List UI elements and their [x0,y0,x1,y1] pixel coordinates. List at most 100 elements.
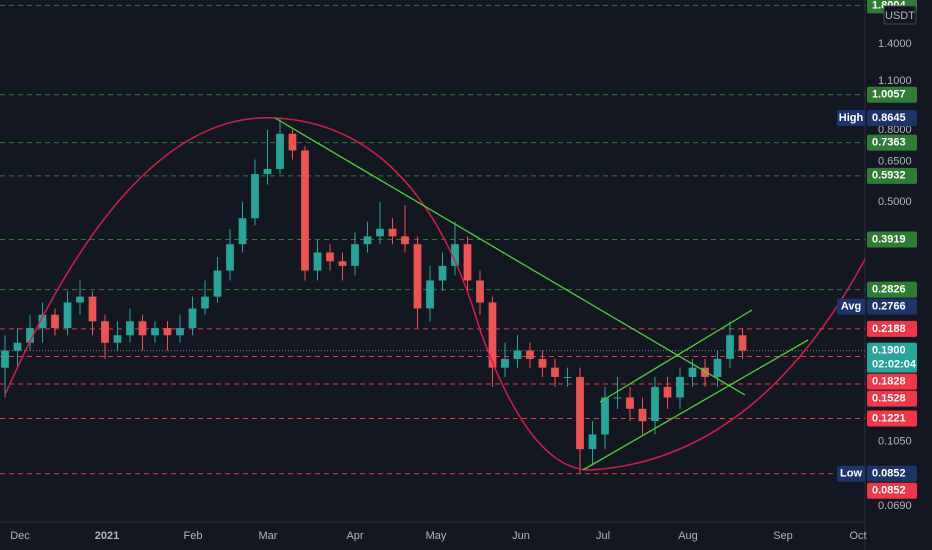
price-tag [867,410,917,427]
x-tick-label: Sep [773,530,793,542]
price-tag-label: 0.2766 [872,301,906,313]
level-tag [837,298,865,315]
candle-body [513,350,522,359]
x-tick-label: Feb [184,530,203,542]
candle-body [426,280,434,309]
candle-body [538,358,547,368]
candle-body [1,350,9,368]
y-tick-label: 1.1000 [878,75,912,87]
price-tag-label: 0.8645 [872,112,906,124]
y-tick-label: 0.5000 [878,196,912,208]
price-tag-label: 1.0057 [872,89,906,101]
drawings [4,117,865,471]
candle-body [626,397,634,409]
price-tag [867,320,917,337]
candle-body [563,376,572,378]
price-tag [867,167,917,184]
candle-body [388,228,397,237]
candle-body [351,244,359,266]
candle-body [226,244,234,271]
candle-body [526,350,534,359]
price-tag-label: 0.3919 [872,233,906,245]
candle-body [551,367,559,377]
countdown: 02:02:04 [872,358,917,370]
candle-body [676,376,684,398]
arc-drawing [4,117,865,471]
level-tag-label: Avg [841,301,861,313]
candle-body [213,270,222,297]
x-tick-label: May [426,530,447,542]
candle-body [701,367,709,377]
candle-body [51,314,59,329]
candle-body [201,296,209,309]
candle-body [338,261,347,266]
candle-body [713,358,722,377]
candle-body [326,252,334,262]
candle-body [88,296,97,322]
candle-body [76,296,84,303]
candle-body [188,308,197,329]
candle-body [313,252,322,271]
candle-body [63,302,72,329]
y-tick-label: 0.6500 [878,156,912,168]
level-tag-label: Low [840,468,862,480]
price-tag [867,465,917,482]
candle-body [726,335,734,359]
price-tag [867,298,917,315]
price-tags: 1.80041.00570.8645High0.73630.59320.3919… [837,0,917,499]
candle-body [501,358,509,368]
price-tag [867,342,917,373]
price-tag [867,86,917,103]
price-tag-label: 0.5932 [872,170,906,182]
candle-body [26,328,34,343]
price-tag-label: 0.1900 [872,344,906,356]
currency-box [883,5,917,25]
candle-body [263,169,272,175]
candle-body [101,321,109,343]
candle-body [38,314,47,329]
candle-body [363,236,372,245]
candle-body [638,408,647,422]
y-tick-label: 0.0690 [878,500,912,512]
candle-body [401,236,409,245]
candle-body [451,244,459,266]
candle-body [13,342,22,351]
x-tick-label: Mar [259,530,278,542]
y-tick-label: 0.1050 [878,436,912,448]
candle-body [376,228,384,237]
price-tag-label: 0.1221 [872,412,906,424]
candle-body [151,328,159,336]
candle-body [138,321,147,336]
x-tick-label: Dec [10,530,30,542]
price-tag-label: 0.1528 [872,392,906,404]
channel-line [599,309,753,403]
price-tag [867,231,917,248]
candle-body [651,386,659,422]
candle-body [413,244,422,309]
x-tick-label: Jun [512,530,530,542]
candle-body [301,150,309,271]
level-tag [837,110,865,127]
trend-line [274,117,746,396]
price-tag [867,134,917,151]
y-tick-label: 1.4000 [878,38,912,50]
candle-body [288,133,297,151]
price-tag [867,110,917,127]
channel-line [582,339,809,471]
candle-body [251,174,259,219]
candle-body [688,367,697,377]
candle-body [238,218,247,245]
candle-body [126,321,134,336]
x-tick-label: 2021 [95,530,119,542]
x-tick-label: Jul [596,530,610,542]
price-tag [867,373,917,390]
x-tick-label: Apr [346,530,363,542]
candle-body [113,335,122,343]
price-tag-label: 0.7363 [872,137,906,149]
price-tag-label: 0.0852 [872,485,906,497]
candle-body [738,335,747,351]
candles [1,118,747,474]
y-tick-label: 0.8000 [878,124,912,136]
candle-body [588,434,597,450]
